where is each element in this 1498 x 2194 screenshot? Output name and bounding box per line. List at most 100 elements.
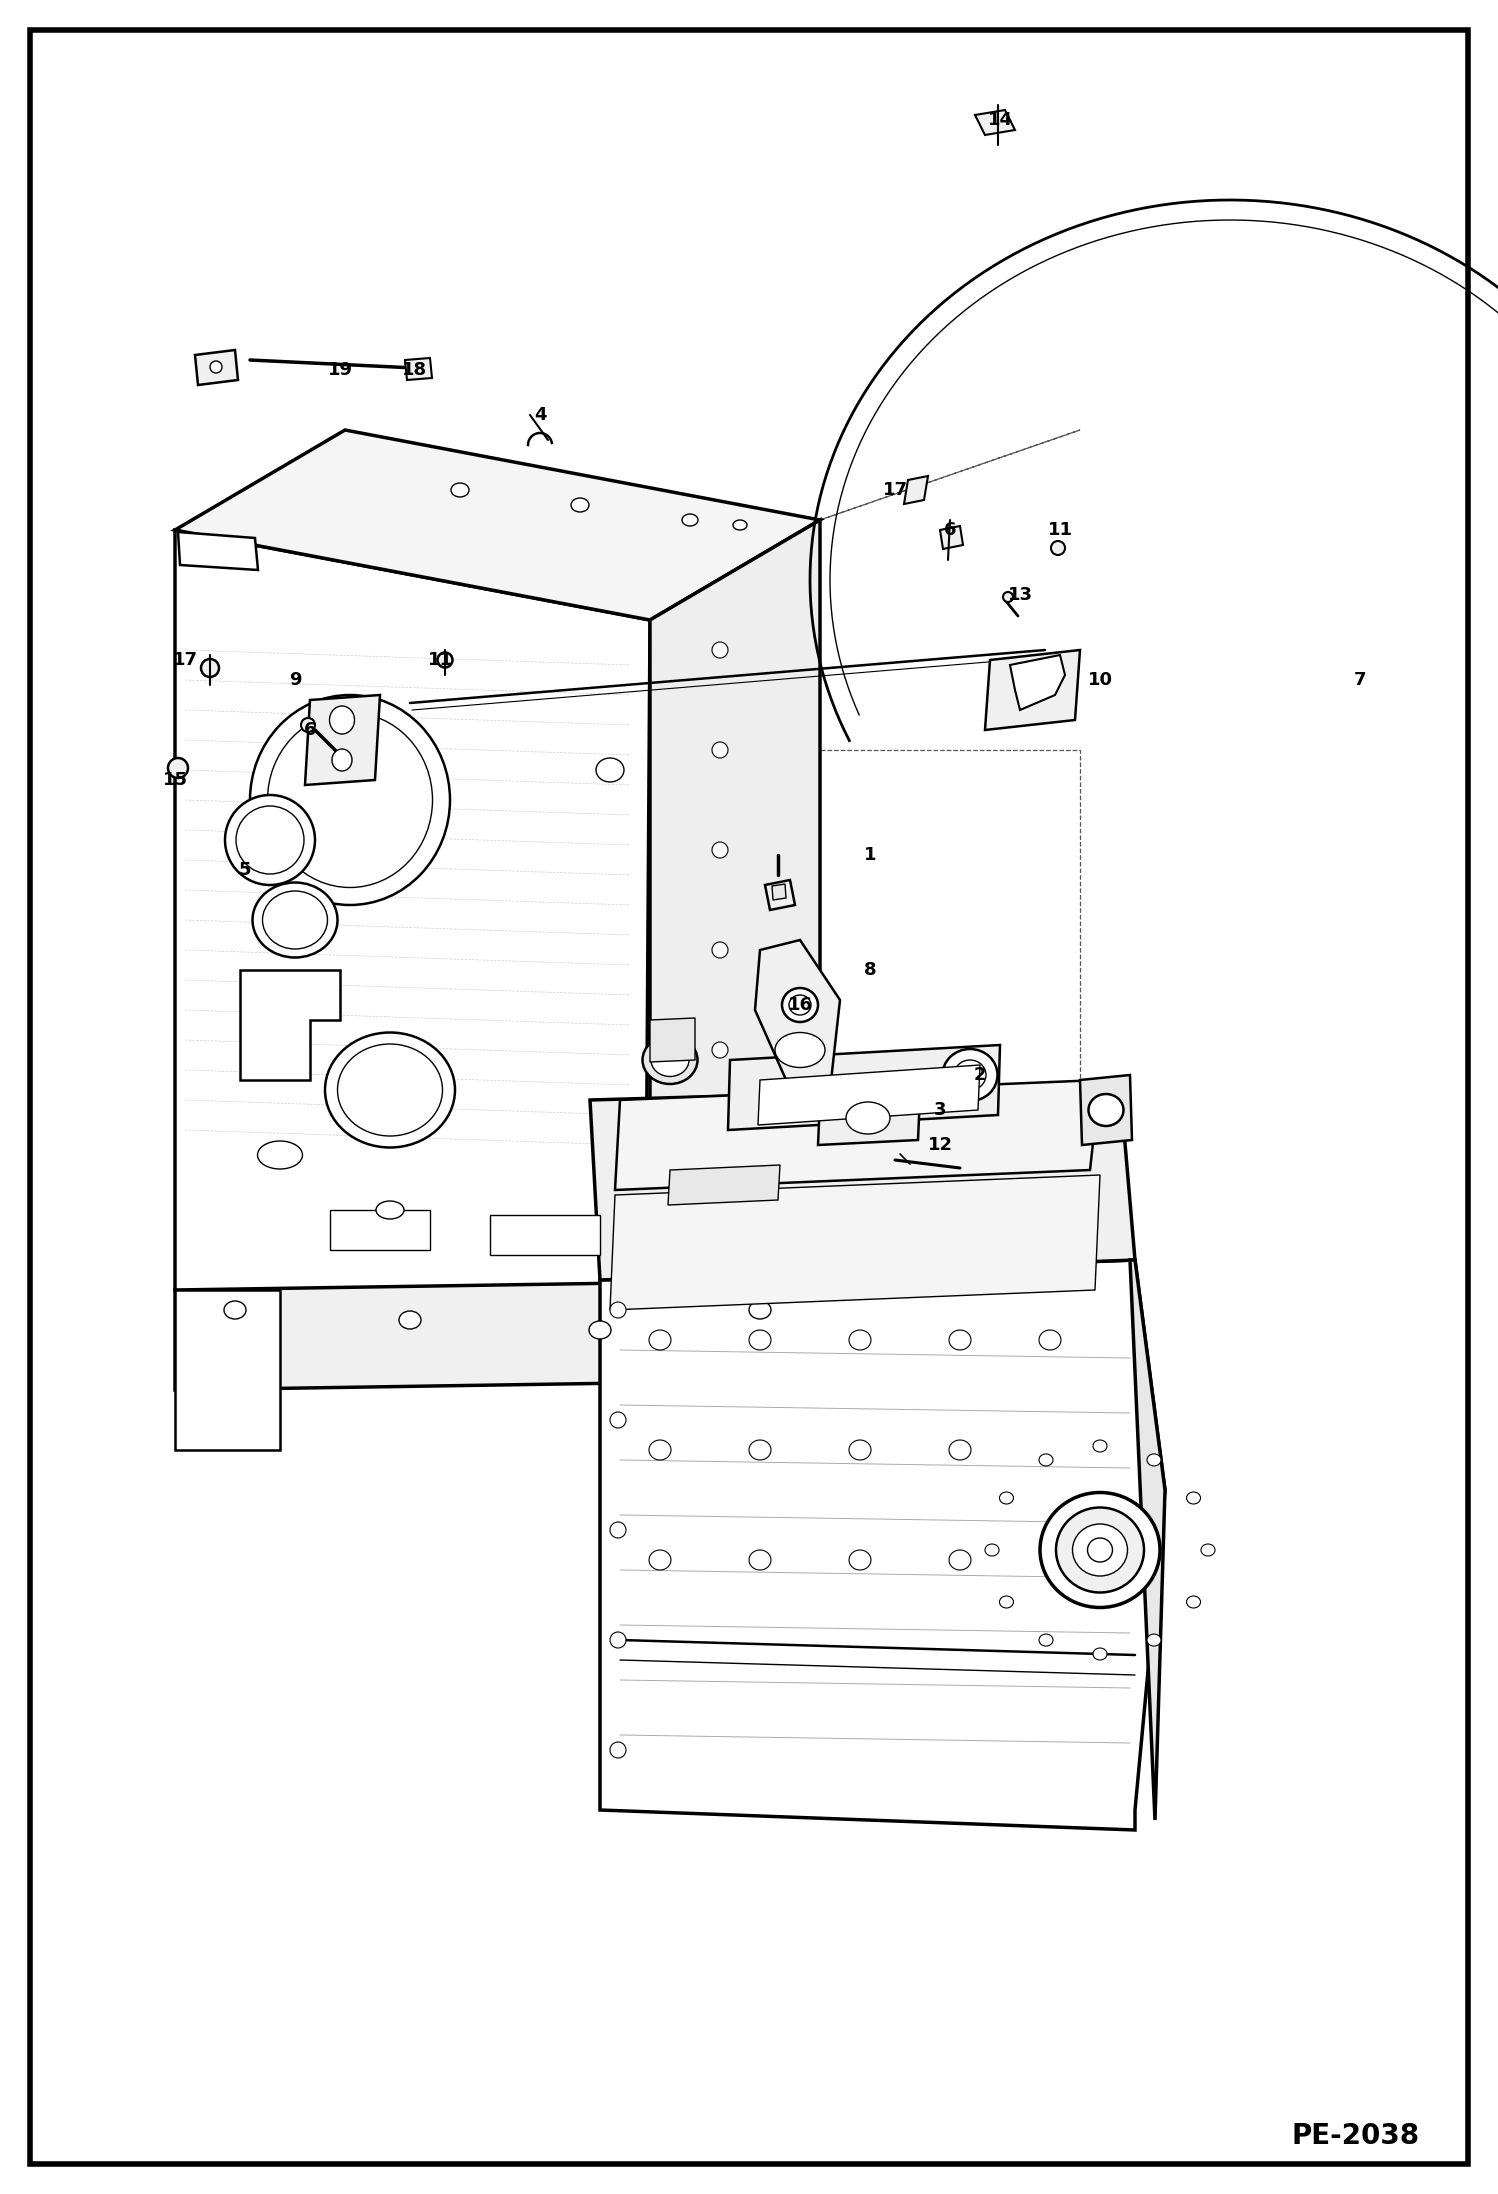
Polygon shape: [668, 1165, 780, 1205]
Polygon shape: [195, 351, 238, 384]
Ellipse shape: [610, 1632, 626, 1648]
Text: 7: 7: [1354, 671, 1366, 689]
Ellipse shape: [954, 1060, 986, 1090]
Text: 6: 6: [944, 520, 956, 540]
Ellipse shape: [712, 941, 728, 959]
Polygon shape: [975, 110, 1016, 136]
Text: 17: 17: [172, 652, 198, 669]
Ellipse shape: [325, 1033, 455, 1147]
Text: 6: 6: [304, 722, 316, 739]
Ellipse shape: [610, 1301, 626, 1319]
Polygon shape: [1080, 1075, 1132, 1145]
Text: 18: 18: [403, 362, 427, 380]
Polygon shape: [240, 970, 340, 1079]
Polygon shape: [986, 649, 1080, 731]
Polygon shape: [650, 1018, 695, 1062]
Text: 5: 5: [238, 860, 252, 880]
Ellipse shape: [849, 1439, 870, 1459]
Ellipse shape: [1147, 1455, 1161, 1466]
Ellipse shape: [258, 1141, 303, 1169]
Text: 13: 13: [1008, 586, 1032, 603]
Polygon shape: [610, 1176, 1100, 1310]
Ellipse shape: [1088, 1538, 1113, 1562]
Ellipse shape: [999, 1595, 1014, 1608]
Ellipse shape: [168, 757, 189, 779]
Polygon shape: [1010, 656, 1065, 711]
Ellipse shape: [253, 882, 337, 957]
Polygon shape: [771, 884, 786, 900]
Polygon shape: [404, 358, 431, 380]
Ellipse shape: [610, 1413, 626, 1428]
Text: 15: 15: [162, 770, 187, 790]
Ellipse shape: [749, 1549, 771, 1571]
Polygon shape: [175, 531, 650, 1380]
Text: 8: 8: [864, 961, 876, 979]
Text: 2: 2: [974, 1066, 986, 1084]
Ellipse shape: [682, 513, 698, 527]
Polygon shape: [490, 1215, 601, 1255]
Ellipse shape: [712, 742, 728, 757]
Ellipse shape: [376, 1200, 404, 1220]
Ellipse shape: [1040, 1635, 1053, 1646]
Polygon shape: [616, 1079, 1100, 1189]
Ellipse shape: [733, 520, 748, 531]
Polygon shape: [1129, 1259, 1165, 1821]
Ellipse shape: [1186, 1595, 1200, 1608]
Ellipse shape: [571, 498, 589, 511]
Ellipse shape: [437, 652, 452, 667]
Polygon shape: [330, 1211, 430, 1251]
Ellipse shape: [333, 748, 352, 770]
Text: 11: 11: [427, 652, 452, 669]
Text: PE-2038: PE-2038: [1291, 2122, 1420, 2150]
Ellipse shape: [610, 1742, 626, 1757]
Ellipse shape: [950, 1330, 971, 1349]
Ellipse shape: [225, 1301, 246, 1319]
Ellipse shape: [1089, 1095, 1124, 1126]
Polygon shape: [601, 1259, 1165, 1830]
Ellipse shape: [652, 1044, 689, 1077]
Ellipse shape: [262, 891, 328, 950]
Polygon shape: [758, 1064, 980, 1126]
Ellipse shape: [749, 1330, 771, 1349]
Ellipse shape: [1147, 1635, 1161, 1646]
Ellipse shape: [942, 1049, 998, 1101]
Ellipse shape: [398, 1312, 421, 1330]
Text: 19: 19: [328, 362, 352, 380]
Polygon shape: [941, 527, 963, 548]
Ellipse shape: [1056, 1507, 1144, 1593]
Ellipse shape: [330, 706, 355, 735]
Ellipse shape: [1186, 1492, 1200, 1505]
Ellipse shape: [1052, 542, 1065, 555]
Ellipse shape: [712, 1242, 728, 1257]
Text: 4: 4: [533, 406, 547, 423]
Ellipse shape: [301, 717, 315, 733]
Ellipse shape: [1094, 1439, 1107, 1452]
Text: 9: 9: [289, 671, 301, 689]
Ellipse shape: [712, 842, 728, 858]
Ellipse shape: [649, 1549, 671, 1571]
Ellipse shape: [210, 362, 222, 373]
Ellipse shape: [789, 996, 810, 1016]
Ellipse shape: [201, 658, 219, 678]
Ellipse shape: [237, 805, 304, 873]
Ellipse shape: [1094, 1648, 1107, 1661]
Ellipse shape: [712, 1042, 728, 1058]
Ellipse shape: [649, 1330, 671, 1349]
Polygon shape: [903, 476, 927, 505]
Ellipse shape: [774, 1033, 825, 1068]
Text: 12: 12: [927, 1136, 953, 1154]
Text: 14: 14: [987, 112, 1013, 129]
Polygon shape: [755, 939, 840, 1099]
Ellipse shape: [846, 1101, 890, 1134]
Polygon shape: [765, 880, 795, 911]
Ellipse shape: [1073, 1525, 1128, 1575]
Ellipse shape: [999, 1492, 1014, 1505]
Polygon shape: [650, 520, 819, 1380]
Ellipse shape: [1004, 592, 1013, 601]
Polygon shape: [178, 531, 258, 570]
Ellipse shape: [610, 1523, 626, 1538]
Ellipse shape: [950, 1549, 971, 1571]
Polygon shape: [175, 430, 819, 621]
Ellipse shape: [337, 1044, 442, 1136]
Ellipse shape: [782, 987, 818, 1022]
